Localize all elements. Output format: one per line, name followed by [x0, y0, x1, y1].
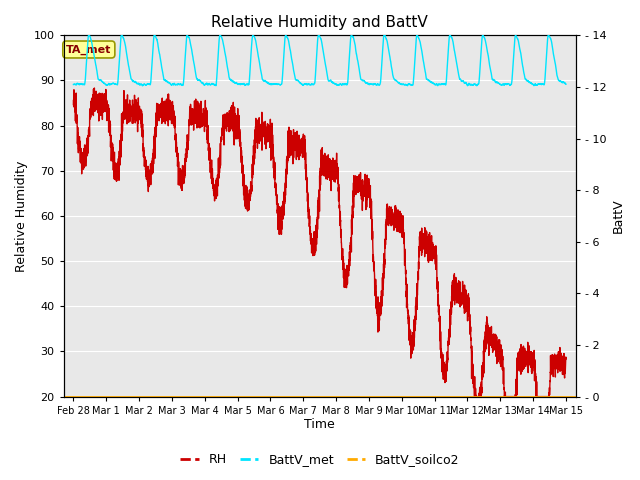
Y-axis label: Relative Humidity: Relative Humidity [15, 160, 28, 272]
Y-axis label: BattV: BattV [612, 199, 625, 233]
Text: TA_met: TA_met [66, 44, 111, 55]
Legend: RH, BattV_met, BattV_soilco2: RH, BattV_met, BattV_soilco2 [175, 448, 465, 471]
Title: Relative Humidity and BattV: Relative Humidity and BattV [211, 15, 428, 30]
X-axis label: Time: Time [304, 419, 335, 432]
